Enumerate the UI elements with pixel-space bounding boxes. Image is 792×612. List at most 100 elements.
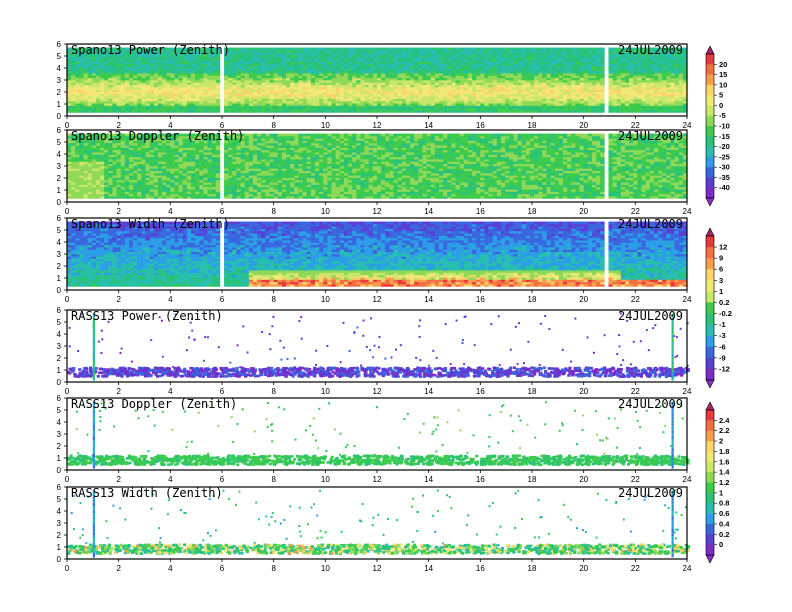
cell xyxy=(71,133,76,137)
cell xyxy=(277,96,283,99)
cell xyxy=(71,89,76,92)
cell xyxy=(356,91,361,95)
cell xyxy=(100,84,105,88)
cell xyxy=(426,49,432,53)
cell xyxy=(253,70,258,74)
cell xyxy=(352,105,357,109)
cell xyxy=(439,110,444,113)
cell xyxy=(298,77,303,81)
cell xyxy=(587,82,593,85)
cell xyxy=(587,100,593,104)
cell xyxy=(83,103,88,106)
cell xyxy=(306,68,312,72)
cell xyxy=(207,54,212,58)
cell xyxy=(79,73,84,76)
cell xyxy=(261,84,266,88)
cell xyxy=(348,59,353,62)
cell xyxy=(100,86,105,90)
cell xyxy=(157,135,163,139)
cell xyxy=(112,86,117,90)
cell xyxy=(100,96,105,99)
cell xyxy=(174,165,179,169)
cell xyxy=(174,196,179,199)
cell xyxy=(558,79,564,83)
cell xyxy=(79,84,84,88)
cell xyxy=(348,105,353,109)
cell xyxy=(319,110,324,113)
cell xyxy=(401,98,407,102)
cell xyxy=(674,52,680,55)
cell xyxy=(451,86,456,90)
cell xyxy=(525,68,531,72)
cell xyxy=(600,93,605,97)
cell xyxy=(277,56,283,60)
cell xyxy=(381,84,386,88)
cell xyxy=(509,100,514,104)
cell xyxy=(637,98,642,102)
cell xyxy=(513,98,518,102)
cell xyxy=(571,110,576,113)
cell xyxy=(286,98,291,102)
cell xyxy=(174,177,179,181)
cell xyxy=(414,52,419,55)
cell xyxy=(290,68,295,72)
cell xyxy=(538,49,543,53)
cell xyxy=(315,82,320,85)
cell xyxy=(157,68,163,72)
cell xyxy=(178,177,184,181)
cell xyxy=(145,186,150,190)
cell xyxy=(211,70,217,74)
cell xyxy=(79,96,84,99)
cell xyxy=(451,75,456,79)
cell xyxy=(145,52,150,55)
cell xyxy=(360,100,365,104)
cell xyxy=(377,75,382,79)
cell xyxy=(124,96,130,99)
cell xyxy=(157,110,163,113)
cell xyxy=(137,156,142,160)
cell xyxy=(240,96,246,99)
cell xyxy=(517,98,522,102)
cell xyxy=(240,86,246,90)
cell xyxy=(83,184,88,188)
cell xyxy=(310,105,316,109)
cell xyxy=(472,63,477,67)
cell xyxy=(401,73,407,76)
cell xyxy=(492,54,498,58)
cell xyxy=(75,196,80,199)
cell xyxy=(178,142,184,146)
cell xyxy=(228,66,233,69)
cell xyxy=(257,107,262,111)
cell xyxy=(75,89,80,92)
cell xyxy=(558,61,564,65)
cell xyxy=(129,70,134,74)
cell xyxy=(137,59,142,62)
cell xyxy=(79,161,84,165)
cell xyxy=(377,93,382,97)
cell xyxy=(133,110,138,113)
cell xyxy=(319,49,324,53)
cell xyxy=(211,103,217,106)
cell xyxy=(608,52,613,55)
cell xyxy=(166,170,171,174)
cell xyxy=(641,66,646,69)
cell xyxy=(600,79,605,83)
cell xyxy=(414,56,419,60)
cell xyxy=(112,172,117,176)
cell xyxy=(71,93,76,97)
cell xyxy=(641,79,646,83)
cell xyxy=(170,177,175,181)
cell xyxy=(157,54,163,58)
cell xyxy=(67,161,72,165)
cell xyxy=(389,56,394,60)
cell xyxy=(170,96,175,99)
cell xyxy=(451,54,456,58)
cell xyxy=(162,177,167,181)
cell xyxy=(484,59,489,62)
cell xyxy=(232,52,237,55)
cell xyxy=(666,110,671,113)
cell xyxy=(174,145,179,148)
cell xyxy=(71,170,76,174)
cell xyxy=(67,175,72,178)
cell xyxy=(71,86,76,90)
